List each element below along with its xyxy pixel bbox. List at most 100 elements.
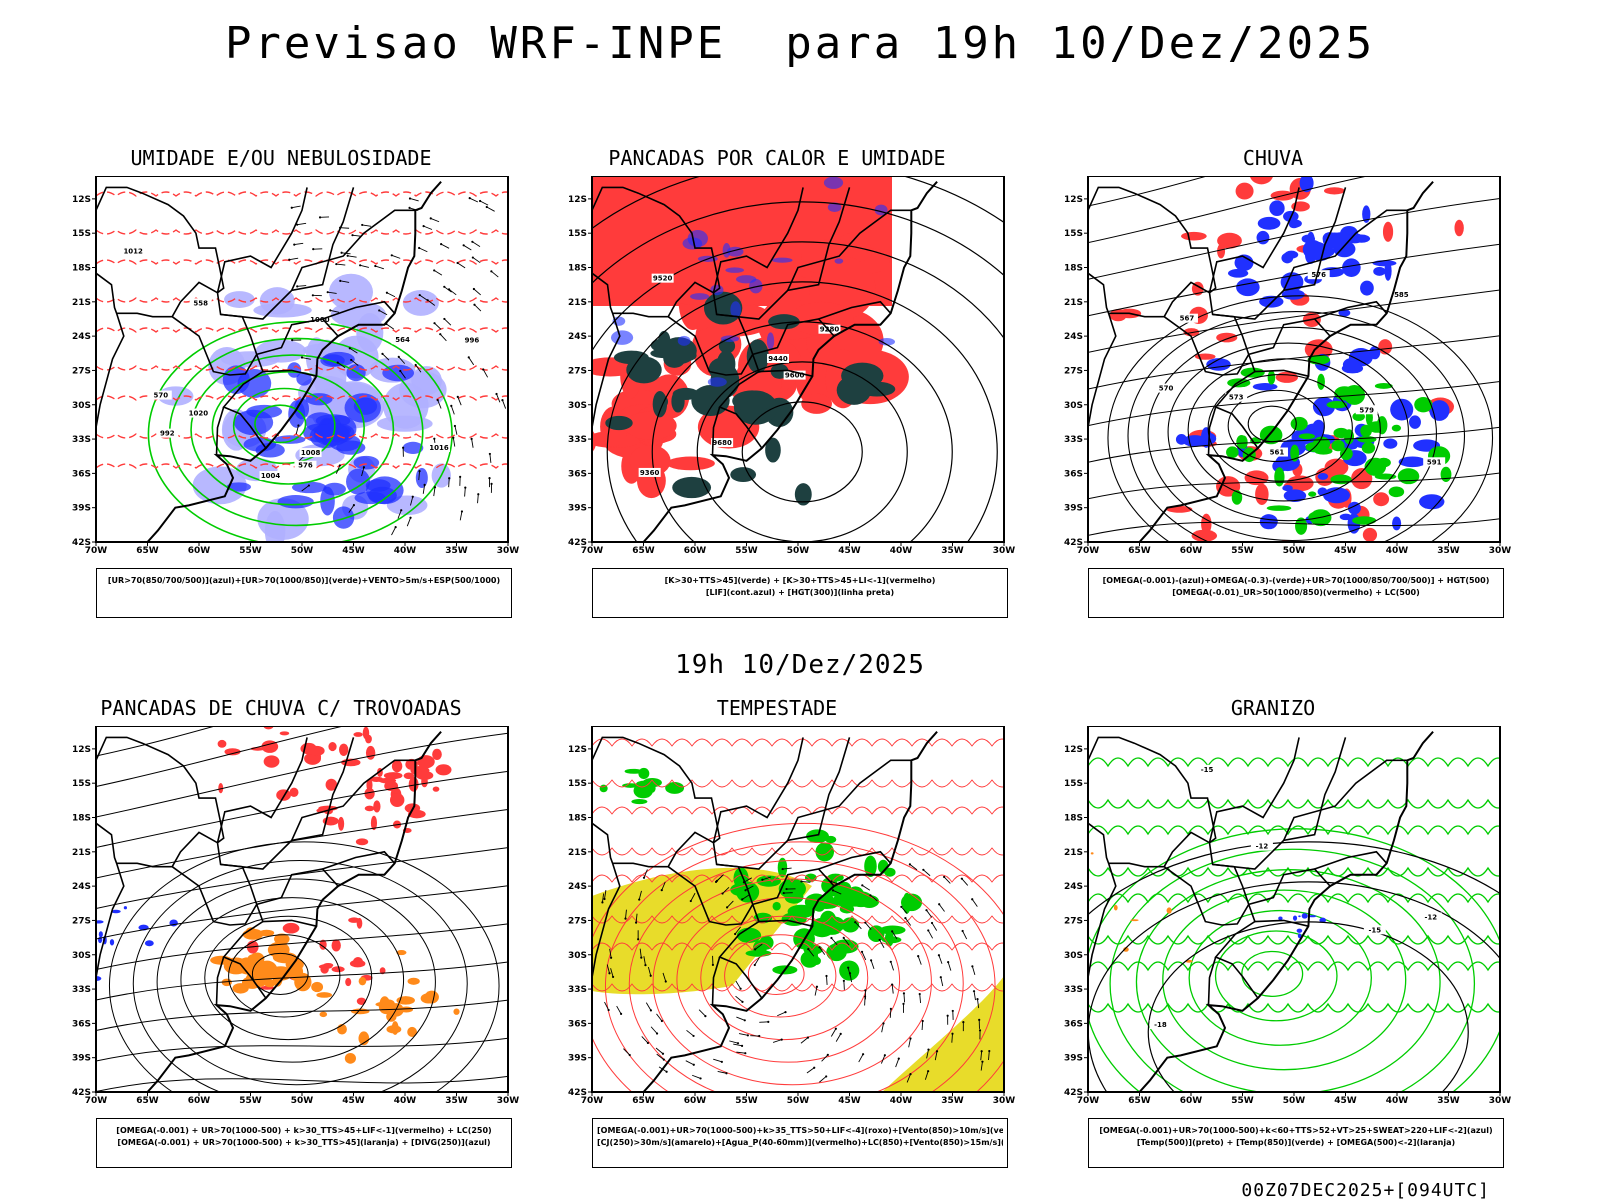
panel-legend: [OMEGA(-0.001)+UR>70(1000-500)+k>35_TTS>…	[592, 1118, 1008, 1168]
wind-vector-head	[640, 957, 642, 959]
wind-vector-head	[434, 486, 436, 488]
shaded-area	[1217, 244, 1225, 258]
shaded-area	[290, 788, 299, 797]
wind-vector-head	[782, 868, 784, 870]
wind-vector-head	[938, 903, 940, 905]
wind-vector-head	[737, 1042, 739, 1044]
panel-title: UMIDADE E/OU NEBULOSIDADE	[66, 146, 496, 170]
contour-label: 585	[1394, 291, 1409, 299]
shaded-area	[145, 940, 154, 946]
wind-vector	[497, 394, 500, 402]
shaded-area	[1441, 467, 1452, 482]
legend-line: [OMEGA(-0.001)+UR>70(1000-500)+k>35_TTS>…	[597, 1125, 1003, 1137]
shaded-area	[365, 806, 375, 812]
wind-vector-head	[378, 309, 380, 311]
shaded-area	[1114, 905, 1118, 911]
wind-vector-head	[825, 975, 827, 977]
shaded-area	[1392, 425, 1401, 432]
shaded-area	[1236, 278, 1260, 296]
wind-vector	[294, 243, 303, 244]
border-line	[1088, 737, 1216, 842]
lat-label: 33S	[1064, 985, 1083, 995]
contour-line	[1088, 962, 1508, 970]
wind-vector-head	[398, 356, 400, 358]
map-chuva: 57657957357056756158559112S15S18S21S24S2…	[1058, 176, 1518, 576]
wind-vector-head	[490, 483, 492, 485]
wind-vector-head	[452, 437, 454, 439]
wind-vector-head	[891, 930, 893, 932]
wind-vector-head	[747, 1034, 749, 1036]
wind-vector-head	[979, 1029, 981, 1031]
wind-vector-head	[988, 1050, 990, 1052]
wind-vector-head	[608, 1009, 610, 1011]
wind-vector-head	[400, 509, 402, 511]
shaded-area	[1302, 913, 1308, 918]
wind-vector-head	[650, 1009, 652, 1011]
lat-label: 30S	[568, 401, 587, 411]
shaded-area	[311, 982, 323, 992]
row-timestamp: 19h 10/Dez/2025	[0, 650, 1600, 680]
lon-label: 55W	[1231, 546, 1254, 556]
shaded-area	[373, 800, 380, 812]
legend-line: [K>30+TTS>45](verde) + [K>30+TTS>45+LI<-…	[597, 575, 1003, 587]
shaded-area	[1216, 333, 1237, 343]
wind-vector-head	[830, 937, 832, 939]
lat-label: 24S	[568, 882, 587, 892]
wind-vector-head	[971, 965, 973, 967]
shaded-area	[339, 744, 348, 756]
wind-vector	[289, 258, 298, 259]
wind-vector-head	[433, 269, 435, 271]
wind-vector-head	[329, 309, 331, 311]
lat-label: 24S	[1064, 882, 1083, 892]
wind-vector-head	[973, 990, 975, 992]
wind-vector	[807, 1068, 814, 1073]
shaded-area	[320, 1012, 328, 1018]
wind-vector	[419, 248, 427, 252]
shaded-area	[348, 917, 360, 922]
wind-vector-head	[843, 937, 845, 939]
wind-vector-head	[690, 900, 692, 902]
lon-label: 65W	[1128, 546, 1151, 556]
lat-label: 39S	[1064, 1054, 1083, 1064]
wind-vector	[392, 255, 400, 258]
wind-vector-head	[351, 234, 353, 236]
legend-line: [Temp(500)](preto) + [Temp(850)](verde) …	[1093, 1137, 1499, 1149]
wind-vector-head	[961, 878, 963, 880]
wind-vector	[844, 981, 845, 990]
contour-label: -12	[1256, 843, 1269, 851]
lat-label: 18S	[72, 814, 91, 824]
wind-vector-head	[603, 898, 605, 900]
shaded-area	[280, 731, 290, 735]
wind-vector	[434, 487, 435, 496]
contour-label: -15	[1201, 766, 1214, 774]
wind-vector-head	[457, 396, 459, 398]
wind-vector	[480, 201, 488, 205]
wind-vector	[392, 527, 396, 535]
shaded-area	[1343, 358, 1360, 371]
wind-vector-head	[443, 286, 445, 288]
lon-label: 40W	[1386, 1096, 1409, 1106]
contour-label: -15	[1369, 926, 1382, 934]
shaded-area	[690, 293, 709, 300]
contour-label: 591	[1427, 458, 1442, 466]
wind-vector-head	[661, 889, 663, 891]
wind-vector	[502, 400, 505, 408]
wind-vector-head	[870, 959, 872, 961]
wind-vector-head	[767, 1021, 769, 1023]
shaded-area	[77, 941, 81, 948]
shaded-area	[1342, 258, 1361, 277]
border-line	[1315, 852, 1387, 869]
shaded-area	[99, 931, 103, 937]
wind-vector-head	[940, 976, 942, 978]
wind-vector-head	[864, 922, 866, 924]
wind-vector-head	[917, 955, 919, 957]
lon-label: 60W	[1180, 546, 1203, 556]
wind-vector-head	[395, 526, 397, 528]
shaded-area	[403, 290, 439, 316]
shaded-area	[1303, 240, 1323, 259]
lat-label: 12S	[1064, 745, 1083, 755]
lat-label: 15S	[1064, 229, 1083, 239]
shaded-area	[1274, 467, 1284, 486]
map-layer: -15-12-18-15-12	[1058, 732, 1518, 1126]
lat-label: 39S	[1064, 504, 1083, 514]
